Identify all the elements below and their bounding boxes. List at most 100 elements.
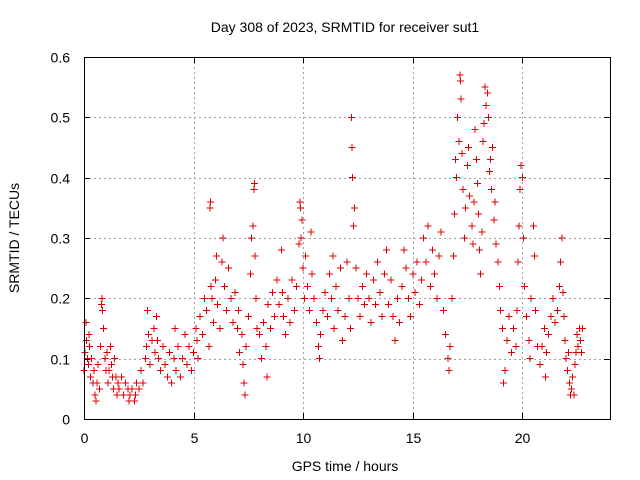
data-point xyxy=(325,270,333,278)
data-point xyxy=(579,325,587,332)
data-point xyxy=(101,355,109,363)
data-point xyxy=(578,349,586,357)
data-point xyxy=(512,343,520,351)
data-point xyxy=(94,361,102,369)
data-point xyxy=(192,325,200,332)
data-point xyxy=(454,113,462,121)
data-point xyxy=(332,282,340,290)
data-point xyxy=(296,198,304,206)
data-point xyxy=(409,270,417,278)
data-point xyxy=(238,331,246,339)
data-point xyxy=(339,337,347,345)
data-point xyxy=(115,385,123,393)
data-point xyxy=(328,294,336,302)
data-point xyxy=(519,234,527,242)
data-point xyxy=(207,198,215,206)
data-point xyxy=(369,276,377,284)
data-point xyxy=(540,325,548,332)
data-point xyxy=(348,174,356,182)
data-point xyxy=(264,300,272,308)
data-point xyxy=(358,282,366,290)
data-point xyxy=(549,294,557,302)
data-point xyxy=(251,252,259,260)
data-point xyxy=(426,282,434,290)
data-point xyxy=(249,222,257,230)
data-point xyxy=(132,391,140,399)
data-point xyxy=(90,367,98,375)
data-point xyxy=(183,361,191,369)
data-point xyxy=(323,312,331,320)
data-point xyxy=(185,343,193,351)
data-point xyxy=(562,355,570,363)
data-point xyxy=(457,77,465,85)
data-point xyxy=(380,270,388,278)
data-point xyxy=(499,325,507,332)
data-point xyxy=(365,294,373,302)
data-point xyxy=(527,294,535,302)
data-point xyxy=(117,373,125,381)
x-axis-label: GPS time / hours xyxy=(292,458,399,474)
data-point xyxy=(231,288,239,296)
data-point xyxy=(82,318,90,326)
data-point xyxy=(146,361,154,369)
data-point xyxy=(547,312,555,320)
data-point xyxy=(91,391,99,399)
data-point xyxy=(137,367,145,375)
data-point xyxy=(88,355,96,363)
data-point xyxy=(418,276,426,284)
data-point xyxy=(263,373,271,381)
data-point xyxy=(428,246,436,254)
data-point xyxy=(317,331,325,339)
data-point xyxy=(354,294,362,302)
data-point xyxy=(348,144,356,151)
data-point xyxy=(484,113,492,121)
data-point xyxy=(133,379,141,387)
data-point xyxy=(469,240,477,248)
data-point xyxy=(448,294,456,302)
data-point xyxy=(473,180,481,188)
data-point xyxy=(222,306,230,314)
data-point xyxy=(106,343,114,351)
data-point xyxy=(415,300,423,308)
data-point xyxy=(538,343,546,351)
data-point xyxy=(542,349,550,357)
data-point xyxy=(304,282,312,290)
data-point xyxy=(393,294,401,302)
data-point xyxy=(161,361,169,369)
data-point xyxy=(560,312,568,320)
data-point xyxy=(356,312,364,320)
data-point xyxy=(568,385,576,393)
data-point xyxy=(559,288,567,296)
data-point xyxy=(513,306,521,314)
data-point xyxy=(529,222,537,230)
data-point xyxy=(460,234,468,242)
data-point xyxy=(345,294,353,302)
data-point xyxy=(445,367,453,375)
data-point xyxy=(495,282,503,290)
data-point xyxy=(81,349,89,357)
data-point xyxy=(461,204,469,212)
data-point xyxy=(220,282,228,290)
data-point xyxy=(371,300,379,308)
data-point xyxy=(523,312,531,320)
data-point xyxy=(517,162,525,170)
data-point xyxy=(564,349,572,357)
data-point xyxy=(437,228,445,236)
data-point xyxy=(308,270,316,278)
data-point xyxy=(288,276,296,284)
data-point xyxy=(459,186,467,194)
x-tick-label: 20 xyxy=(515,430,531,446)
data-point xyxy=(163,373,171,381)
data-point xyxy=(297,204,305,212)
data-point xyxy=(98,294,106,302)
data-point xyxy=(553,306,561,314)
data-point xyxy=(479,137,487,145)
data-point xyxy=(207,282,215,290)
data-point xyxy=(84,361,92,369)
data-point xyxy=(561,337,569,345)
data-point xyxy=(99,306,107,314)
data-point xyxy=(458,150,466,158)
data-point xyxy=(558,234,566,242)
data-point xyxy=(464,162,472,170)
data-point xyxy=(563,367,571,375)
